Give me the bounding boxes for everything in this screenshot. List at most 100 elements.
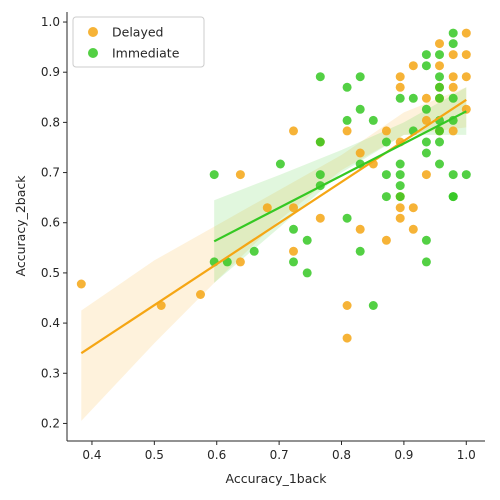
point-immediate (395, 170, 405, 180)
point-delayed (421, 93, 431, 103)
point-delayed (435, 61, 444, 71)
point-delayed (289, 126, 298, 136)
x-tick-label: 1.0 (457, 448, 476, 462)
point-delayed (448, 82, 458, 92)
point-immediate (448, 28, 458, 38)
data-points (76, 28, 471, 343)
point-delayed (315, 213, 325, 223)
point-delayed (448, 126, 458, 136)
point-delayed (408, 61, 418, 71)
regression-lines (80, 98, 467, 355)
regression-line-immediate (213, 110, 467, 243)
point-delayed (395, 82, 405, 92)
point-delayed (448, 72, 458, 82)
point-immediate (249, 246, 259, 256)
point-immediate (435, 159, 444, 169)
y-tick-label: 0.8 (41, 115, 60, 129)
legend-frame (72, 16, 205, 68)
point-immediate (315, 72, 325, 82)
point-immediate (275, 159, 285, 169)
point-immediate (448, 39, 458, 49)
point-immediate (368, 301, 378, 310)
point-immediate (395, 181, 405, 191)
point-immediate (435, 72, 444, 82)
y-tick-label: 0.5 (41, 266, 60, 280)
point-delayed (342, 301, 352, 310)
x-ticks: 0.4 0.5 0.6 0.7 0.8 0.9 1.0 (82, 441, 476, 462)
legend-label-delayed: Delayed (112, 25, 163, 40)
point-immediate (461, 170, 471, 180)
point-immediate (289, 224, 298, 234)
point-delayed (395, 203, 405, 213)
legend-marker-delayed (88, 27, 98, 37)
point-immediate (302, 235, 312, 245)
point-delayed (235, 170, 245, 180)
point-immediate (209, 170, 219, 180)
ci-band-immediate (214, 87, 467, 283)
y-tick-label: 0.2 (41, 416, 60, 430)
point-immediate (342, 213, 352, 223)
y-tick-label: 0.4 (41, 316, 60, 330)
point-delayed (461, 72, 471, 82)
x-tick-label: 0.5 (145, 448, 164, 462)
point-delayed (421, 170, 431, 180)
y-ticks: 0.2 0.3 0.4 0.5 0.6 0.7 0.8 0.9 1.0 (41, 15, 67, 430)
point-delayed (408, 203, 418, 213)
y-tick-label: 0.9 (41, 65, 60, 79)
point-delayed (435, 39, 444, 49)
y-tick-label: 0.6 (41, 216, 60, 230)
point-immediate (435, 50, 444, 60)
point-immediate (421, 50, 431, 60)
x-tick-label: 0.4 (82, 448, 101, 462)
point-immediate (355, 72, 365, 82)
point-delayed (408, 224, 418, 234)
y-tick-label: 1.0 (41, 15, 60, 29)
point-immediate (289, 257, 298, 267)
point-immediate (355, 104, 365, 114)
point-immediate (355, 246, 365, 256)
point-immediate (315, 137, 325, 147)
point-immediate (315, 170, 325, 180)
point-delayed (196, 290, 205, 299)
point-delayed (381, 235, 391, 245)
point-delayed (395, 213, 405, 223)
point-delayed (342, 126, 352, 136)
point-immediate (381, 170, 391, 180)
point-immediate (395, 93, 405, 103)
point-delayed (381, 126, 391, 136)
point-immediate (448, 170, 458, 180)
point-delayed (461, 50, 471, 60)
point-delayed (461, 28, 471, 38)
x-tick-label: 0.8 (332, 448, 351, 462)
point-delayed (448, 50, 458, 60)
point-immediate (448, 93, 458, 103)
point-delayed (262, 203, 272, 213)
point-immediate (302, 268, 312, 278)
point-immediate (435, 82, 444, 92)
point-immediate (421, 137, 431, 147)
point-immediate (421, 104, 431, 114)
y-tick-label: 0.7 (41, 166, 60, 180)
point-delayed (421, 115, 431, 125)
point-immediate (408, 93, 418, 103)
point-delayed (289, 203, 298, 213)
point-immediate (435, 126, 444, 136)
point-delayed (342, 333, 352, 343)
point-immediate (381, 192, 391, 202)
legend-marker-immediate (88, 48, 98, 58)
point-immediate (381, 137, 391, 147)
point-immediate (421, 61, 431, 71)
x-tick-label: 0.9 (394, 448, 413, 462)
point-delayed (395, 72, 405, 82)
point-immediate (342, 115, 352, 125)
regression-line-delayed (80, 98, 467, 355)
point-delayed (355, 224, 365, 234)
point-immediate (395, 192, 405, 202)
y-axis-label: Accuracy_2back (13, 175, 28, 277)
point-immediate (342, 82, 352, 92)
legend-label-immediate: Immediate (112, 46, 180, 61)
point-immediate (421, 148, 431, 158)
point-delayed (355, 148, 365, 158)
legend: Delayed Immediate (72, 16, 205, 68)
axes (66, 12, 485, 442)
